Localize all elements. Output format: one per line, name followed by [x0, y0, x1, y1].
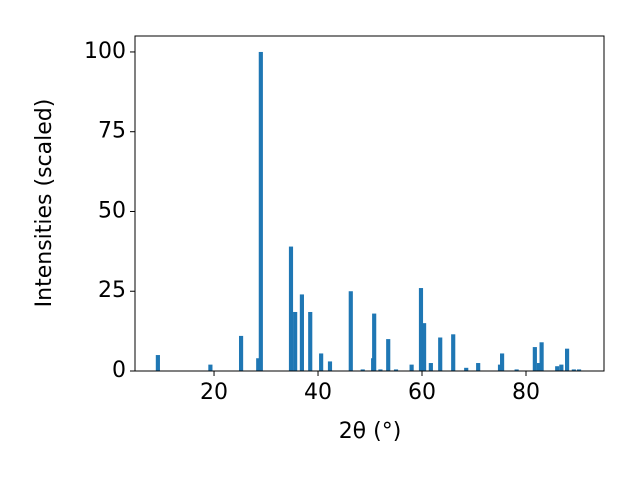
bar [155, 355, 160, 371]
bar [348, 291, 353, 371]
bar [258, 51, 263, 371]
bar [409, 364, 414, 371]
x-tick-label: 60 [408, 380, 436, 405]
y-tick-label: 0 [112, 358, 126, 383]
bar [386, 339, 391, 371]
bar [428, 363, 433, 371]
bar [571, 369, 576, 371]
bar [299, 294, 304, 371]
plot-frame [134, 35, 605, 372]
bar [559, 364, 564, 371]
bar [464, 367, 469, 371]
bar [319, 353, 324, 371]
bar [327, 361, 333, 371]
bar [536, 363, 542, 371]
bar [539, 342, 544, 371]
bar [497, 364, 503, 371]
x-axis-label: 2θ (°) [339, 419, 402, 444]
bar [208, 364, 213, 371]
bar [451, 334, 456, 371]
y-tick-label: 100 [84, 39, 126, 64]
bar [476, 363, 481, 371]
bar [256, 358, 261, 371]
bar [372, 313, 377, 371]
bar [576, 369, 582, 371]
x-tick-label: 40 [304, 380, 332, 405]
bar [514, 369, 519, 371]
y-tick-label: 75 [98, 119, 126, 144]
y-tick-label: 25 [98, 278, 126, 303]
bar [500, 353, 505, 371]
bar [418, 288, 424, 371]
bar [238, 335, 244, 371]
bar [438, 337, 443, 371]
bar [288, 246, 294, 371]
bar [532, 347, 537, 371]
bar [378, 369, 383, 371]
bar [393, 369, 399, 371]
bar [293, 311, 298, 371]
bar [565, 348, 570, 371]
y-axis-label: Intensities (scaled) [32, 99, 57, 308]
bar [555, 366, 560, 371]
x-tick-label: 20 [200, 380, 228, 405]
bar [422, 323, 427, 371]
y-tick-label: 50 [98, 198, 126, 223]
bar [360, 369, 365, 371]
x-tick-label: 80 [512, 380, 540, 405]
bar [308, 311, 313, 371]
